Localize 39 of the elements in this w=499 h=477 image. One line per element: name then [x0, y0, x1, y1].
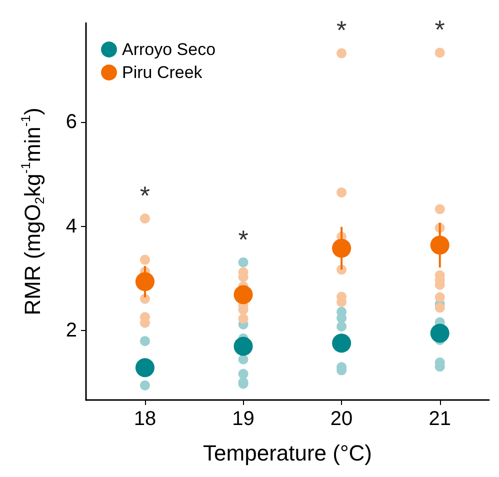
x-tick-label: 21 [428, 408, 451, 430]
point [434, 48, 445, 58]
annotation: * [238, 224, 248, 254]
point [332, 334, 352, 353]
point [234, 336, 253, 356]
x-tick-label: 18 [134, 408, 156, 430]
y-tick-label: 4 [66, 215, 77, 238]
legend-label: Piru Creek [122, 63, 203, 82]
point [434, 204, 445, 214]
point [140, 380, 150, 390]
point [336, 321, 347, 332]
point [140, 294, 150, 304]
point [336, 187, 347, 198]
point [336, 48, 347, 58]
point [140, 254, 150, 265]
point [238, 354, 248, 364]
point [135, 272, 154, 292]
y-axis-title: RMR (mgO2kg-1min-1) [18, 108, 47, 316]
y-tick-label: 2 [66, 320, 77, 342]
point [430, 236, 450, 255]
y-tick-label: 6 [66, 111, 77, 134]
x-tick-label: 20 [330, 408, 353, 430]
annotation: * [140, 180, 150, 211]
point [234, 285, 253, 304]
point [140, 214, 150, 224]
point [140, 336, 150, 346]
x-tick-label: 19 [232, 408, 254, 430]
annotation: * [434, 14, 445, 45]
point [238, 314, 248, 324]
point [135, 358, 154, 378]
point [430, 324, 450, 343]
x-axis-title: Temperature (°C) [203, 440, 372, 466]
annotation: * [336, 15, 347, 46]
point [238, 368, 248, 379]
point [332, 238, 352, 258]
point [434, 292, 445, 302]
point [434, 302, 445, 313]
legend-label: Arroyo Seco [122, 40, 216, 59]
point [238, 257, 248, 268]
